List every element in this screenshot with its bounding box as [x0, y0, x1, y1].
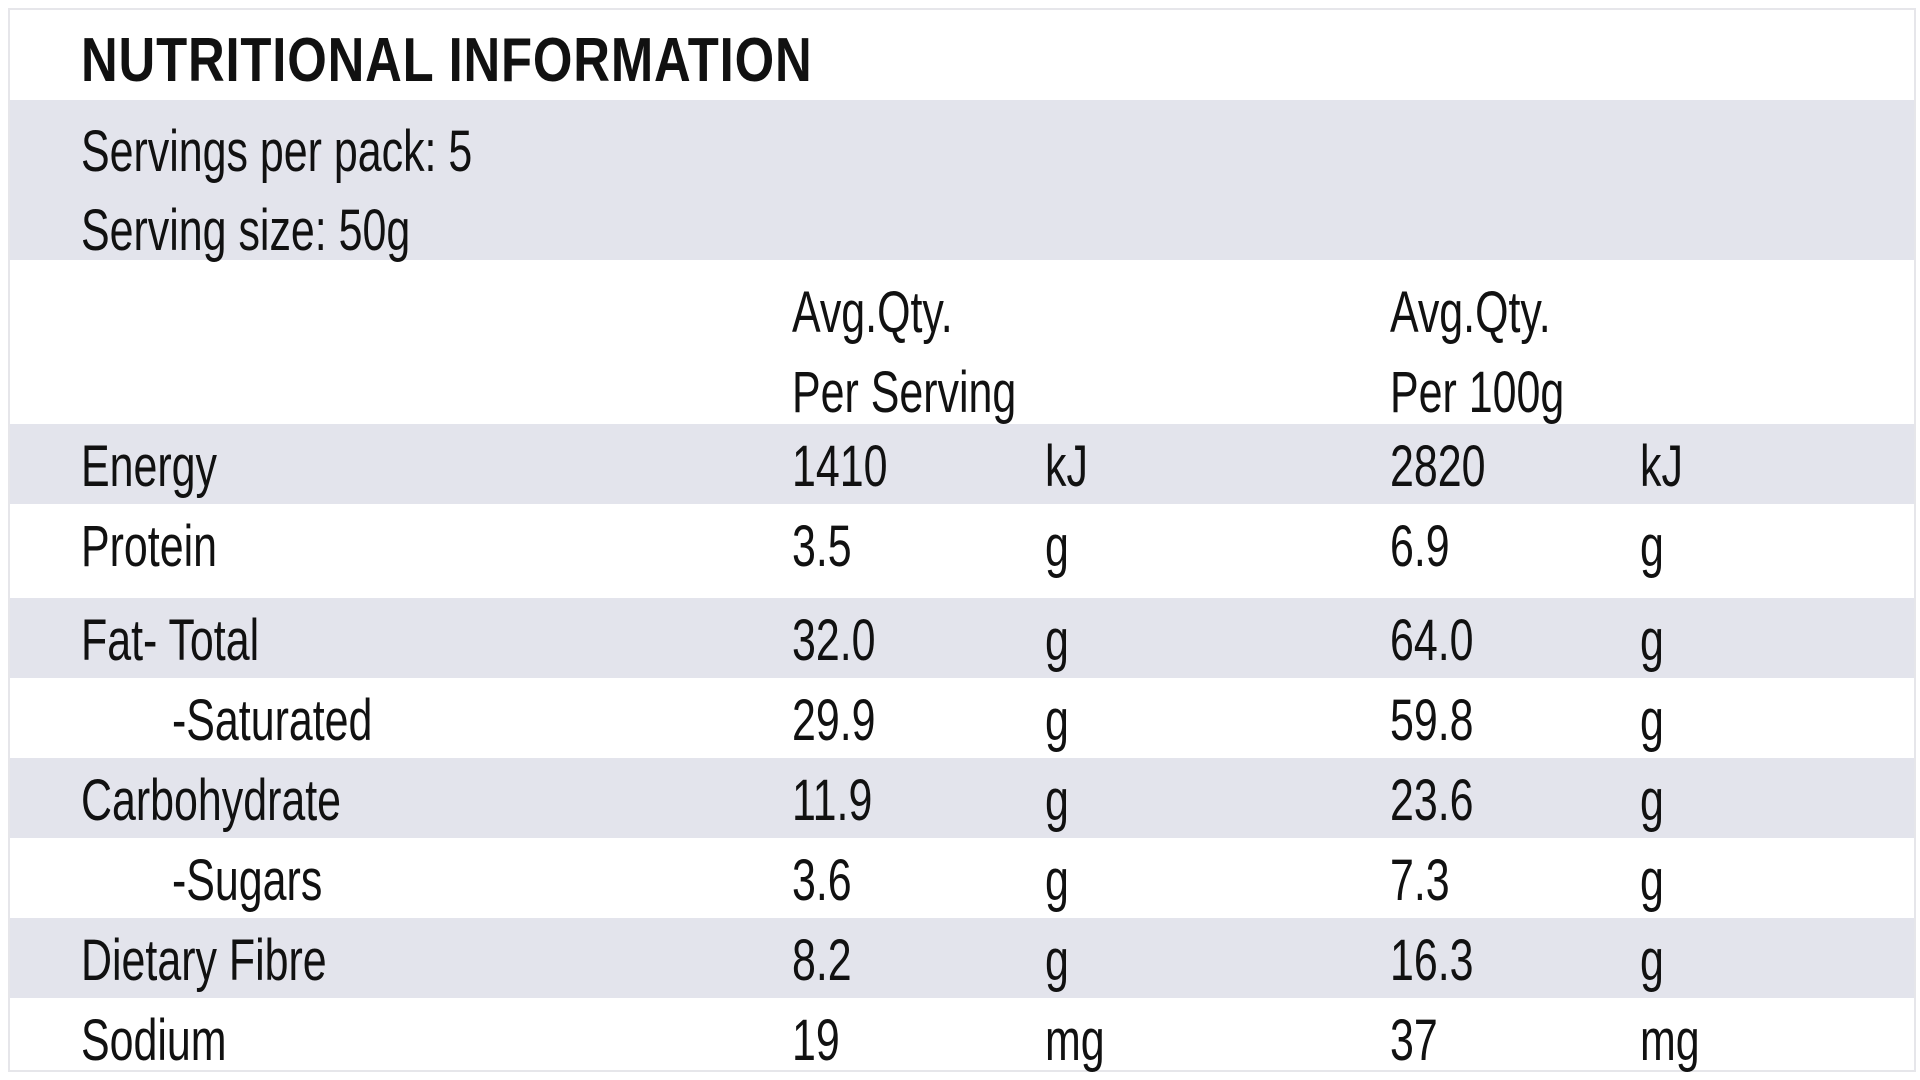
header-per-100g-line1: Avg.Qty.: [1390, 280, 1551, 345]
panel-title: NUTRITIONAL INFORMATION: [81, 26, 813, 95]
per-100g-value: 23.6: [1390, 768, 1474, 833]
per-serving-value: 19: [792, 1008, 840, 1073]
header-per-serving-line1: Avg.Qty.: [792, 280, 953, 345]
per-100g-value: 16.3: [1390, 928, 1474, 993]
per-serving-value: 8.2: [792, 928, 852, 993]
per-serving-unit: g: [1045, 928, 1069, 993]
table-row: -Sugars 3.6 g 7.3 g: [10, 838, 1914, 918]
per-100g-unit: g: [1640, 514, 1664, 579]
table-row: Carbohydrate 11.9 g 23.6 g: [10, 758, 1914, 838]
per-100g-value: 37: [1390, 1008, 1438, 1073]
servings-per-pack: Servings per pack: 5: [81, 119, 473, 184]
servings-block: Servings per pack: 5 Serving size: 50g: [10, 100, 1914, 260]
title-row: NUTRITIONAL INFORMATION: [10, 10, 1914, 100]
per-serving-value: 32.0: [792, 608, 876, 673]
per-100g-value: 64.0: [1390, 608, 1474, 673]
per-serving-value: 3.5: [792, 514, 852, 579]
per-100g-value: 2820: [1390, 434, 1486, 499]
per-100g-unit: g: [1640, 768, 1664, 833]
per-serving-unit: g: [1045, 848, 1069, 913]
nutrient-label: Energy: [81, 434, 217, 499]
nutrient-label: Dietary Fibre: [81, 928, 327, 993]
table-row: Fat- Total 32.0 g 64.0 g: [10, 598, 1914, 678]
per-serving-unit: mg: [1045, 1008, 1105, 1073]
table-row: Protein 3.5 g 6.9 g: [10, 504, 1914, 598]
nutrient-label: -Sugars: [172, 848, 323, 913]
table-row: Sodium 19 mg 37 mg: [10, 998, 1914, 1070]
per-serving-unit: g: [1045, 688, 1069, 753]
nutrition-panel: NUTRITIONAL INFORMATION Servings per pac…: [8, 8, 1916, 1072]
per-100g-value: 59.8: [1390, 688, 1474, 753]
per-serving-unit: g: [1045, 514, 1069, 579]
serving-size: Serving size: 50g: [81, 198, 411, 263]
table-row: Energy 1410 kJ 2820 kJ: [10, 424, 1914, 504]
table-row: Dietary Fibre 8.2 g 16.3 g: [10, 918, 1914, 998]
nutrient-label: Sodium: [81, 1008, 227, 1073]
per-100g-unit: g: [1640, 928, 1664, 993]
per-serving-unit: g: [1045, 768, 1069, 833]
per-serving-value: 29.9: [792, 688, 876, 753]
per-100g-unit: g: [1640, 688, 1664, 753]
per-100g-unit: kJ: [1640, 434, 1683, 499]
per-100g-value: 7.3: [1390, 848, 1450, 913]
per-100g-unit: g: [1640, 608, 1664, 673]
header-per-serving-line2: Per Serving: [792, 360, 1017, 425]
per-serving-value: 3.6: [792, 848, 852, 913]
header-per-100g-line2: Per 100g: [1390, 360, 1565, 425]
per-serving-unit: g: [1045, 608, 1069, 673]
per-100g-unit: mg: [1640, 1008, 1700, 1073]
per-100g-value: 6.9: [1390, 514, 1450, 579]
nutrient-label: Carbohydrate: [81, 768, 342, 833]
table-row: -Saturated 29.9 g 59.8 g: [10, 678, 1914, 758]
column-header-row: Avg.Qty. Per Serving Avg.Qty. Per 100g: [10, 260, 1914, 424]
per-serving-unit: kJ: [1045, 434, 1088, 499]
per-100g-unit: g: [1640, 848, 1664, 913]
per-serving-value: 1410: [792, 434, 888, 499]
per-serving-value: 11.9: [792, 768, 873, 833]
nutrient-label: Protein: [81, 514, 217, 579]
nutrient-label: -Saturated: [172, 688, 373, 753]
nutrient-label: Fat- Total: [81, 608, 260, 673]
